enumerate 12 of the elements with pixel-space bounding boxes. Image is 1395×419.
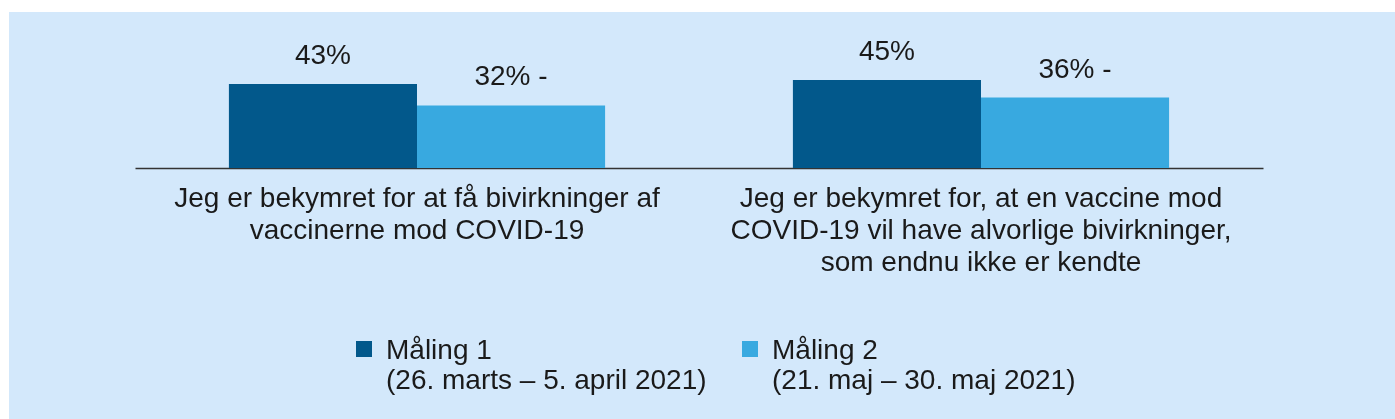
data-label: 32% - bbox=[474, 60, 548, 92]
bar bbox=[792, 80, 981, 168]
legend-label: Måling 2 (21. maj – 30. maj 2021) bbox=[772, 334, 1076, 395]
x-tick-label: Jeg er bekymret for, at en vaccine mod COVID-19 vil have alvorlige bivirkninger, som endnu ikke er kendte bbox=[730, 181, 1232, 277]
bar bbox=[417, 105, 606, 168]
bar bbox=[228, 83, 417, 168]
data-label: 45% bbox=[858, 35, 915, 66]
legend-label: Måling 1 (26. marts – 5. april 2021) bbox=[386, 334, 707, 395]
x-tick-label: Jeg er bekymret for at få bivirkninger af vaccinerne mod COVID-19 bbox=[174, 181, 660, 245]
bar bbox=[981, 97, 1170, 168]
data-label: 43% bbox=[294, 38, 351, 70]
data-label: 36% - bbox=[1038, 52, 1112, 84]
